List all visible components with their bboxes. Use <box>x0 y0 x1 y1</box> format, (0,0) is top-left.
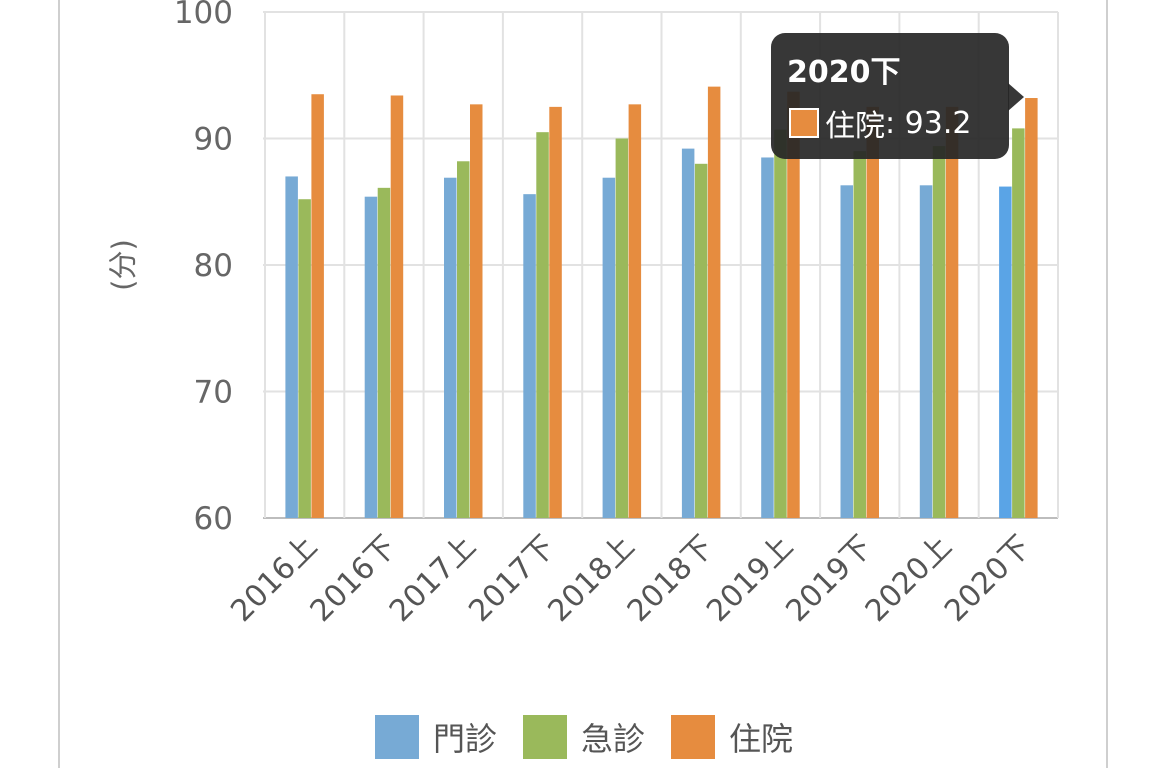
bar-門診[interactable] <box>761 157 774 518</box>
y-tick-label: 100 <box>174 0 233 31</box>
bar-住院[interactable] <box>470 104 483 518</box>
x-tick-label: 2016上 <box>224 529 324 629</box>
bar-急診[interactable] <box>774 129 787 518</box>
tooltip-title: 2020下 <box>787 55 901 90</box>
x-tick-label: 2019上 <box>700 529 800 629</box>
bar-急診[interactable] <box>536 132 549 519</box>
tooltip-arrow <box>1008 83 1024 111</box>
bar-急診[interactable] <box>377 187 391 518</box>
x-tick-label: 2017上 <box>383 529 483 629</box>
bar-住院[interactable] <box>549 106 562 518</box>
bar-住院[interactable] <box>707 86 721 518</box>
legend-swatch <box>671 715 715 759</box>
bar-住院[interactable] <box>945 106 959 518</box>
bar-門診[interactable] <box>602 177 616 518</box>
bar-急診[interactable] <box>694 163 708 519</box>
bar-門診[interactable] <box>681 148 695 518</box>
legend-item-emergency[interactable]: 急診 <box>522 714 645 760</box>
bar-門診[interactable] <box>840 185 854 518</box>
bar-住院[interactable] <box>787 91 800 518</box>
y-tick-label: 80 <box>194 248 233 284</box>
bar-門診[interactable] <box>285 176 298 518</box>
tooltip: 2020下 住院: 93.2 <box>771 33 1009 159</box>
tooltip-series-swatch <box>789 108 819 138</box>
x-tick-label: 2020下 <box>938 529 1038 629</box>
tooltip-value: 93.2 <box>904 105 972 141</box>
bar-急診[interactable] <box>1012 128 1025 518</box>
bar-門診[interactable] <box>919 185 933 518</box>
tooltip-series-name: 住院 <box>825 109 885 144</box>
bar-住院[interactable] <box>1025 98 1038 519</box>
x-tick-label: 2018上 <box>542 529 642 629</box>
legend: 門診 急診 住院 <box>0 713 1168 761</box>
x-tick-label: 2017下 <box>462 529 562 629</box>
bar-門診[interactable] <box>523 194 536 518</box>
bar-急診[interactable] <box>615 138 629 519</box>
legend-swatch <box>374 715 419 759</box>
x-axis-ticks: 2016上2016下2017上2017下2018上2018下2019上2019下… <box>224 529 1038 629</box>
bar-住院[interactable] <box>311 94 324 518</box>
x-tick-label: 2020上 <box>859 529 959 629</box>
legend-label: 門診 <box>432 720 497 758</box>
bar-急診[interactable] <box>457 161 470 518</box>
bar-住院[interactable] <box>628 104 642 518</box>
y-axis-ticks: 60 70 80 90 100 <box>174 0 233 537</box>
tooltip-separator: : <box>885 105 905 141</box>
bar-住院[interactable] <box>866 106 880 518</box>
bar-門診[interactable] <box>999 186 1012 518</box>
x-tick-label: 2018下 <box>621 529 721 629</box>
bar-門診[interactable] <box>444 177 457 518</box>
legend-item-inpatient[interactable]: 住院 <box>671 714 793 760</box>
x-tick-label: 2019下 <box>779 529 879 629</box>
y-tick-label: 70 <box>194 375 233 411</box>
y-axis-title: (分) <box>106 239 140 291</box>
bar-住院[interactable] <box>390 95 404 519</box>
bars <box>285 86 1038 519</box>
legend-item-outpatient[interactable]: 門診 <box>374 714 497 760</box>
legend-label: 住院 <box>729 720 794 758</box>
bar-急診[interactable] <box>298 199 311 518</box>
tooltip-row: 住院: 93.2 <box>787 101 993 145</box>
legend-label: 急診 <box>580 720 645 758</box>
bar-急診[interactable] <box>932 146 946 518</box>
legend-swatch <box>522 715 567 759</box>
bar-急診[interactable] <box>853 151 867 518</box>
y-tick-label: 60 <box>194 501 233 537</box>
y-tick-label: 90 <box>194 122 233 158</box>
x-tick-label: 2016下 <box>304 529 404 629</box>
bar-門診[interactable] <box>364 196 378 518</box>
